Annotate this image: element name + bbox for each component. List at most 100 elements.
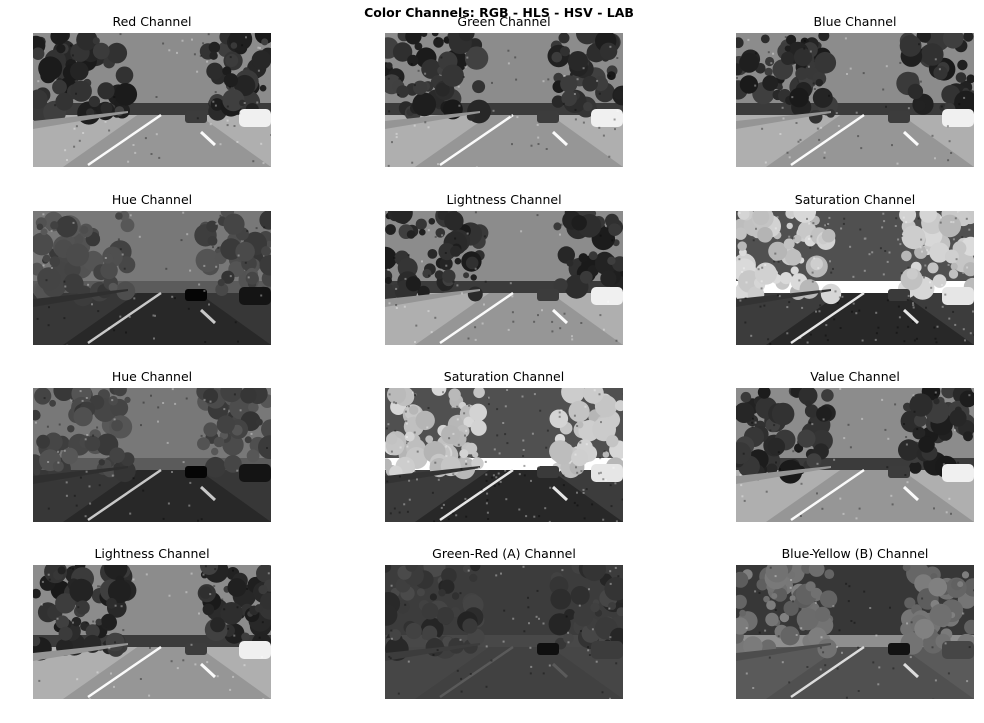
lane-line-left [790,291,865,345]
channel-panel: Hue Channel [33,192,271,345]
texture-noise [745,566,974,699]
channel-image [736,33,974,167]
road-region [766,643,974,699]
channel-panel: Hue Channel [33,369,271,522]
texture-noise [738,212,974,345]
car-white [239,641,271,659]
tree-cluster [33,33,271,125]
lane-line-left [87,291,162,345]
road-region [415,289,623,345]
car-dark [185,466,207,478]
road-region [63,111,271,167]
lane-line-left [87,113,162,167]
road-region [415,111,623,167]
guard-rail [33,289,128,307]
lane-line-left [439,113,514,167]
car-dark [185,643,207,655]
channel-image [33,211,271,345]
texture-noise [739,388,971,520]
panel-title: Hue Channel [111,192,193,207]
lane-line-left [439,645,514,699]
texture-noise [387,211,618,343]
lane-line-right [551,130,569,147]
car-white [239,109,271,127]
road-region [766,111,974,167]
car-dark [888,643,910,655]
guard-rail [736,111,831,129]
panel-title: Red Channel [112,14,192,29]
lane-line-right [551,662,569,679]
guard-rail [33,643,128,661]
channel-image [33,33,271,167]
tree-cluster [736,33,974,124]
car-white [591,109,623,127]
panel-title: Lightness Channel [94,546,210,561]
texture-noise [37,33,271,165]
road-region [766,466,974,522]
car-dark [185,289,207,301]
lane-line-right [199,130,217,147]
tree-cluster [385,33,623,124]
texture-noise [736,36,966,165]
lane-line-left [790,113,865,167]
horizon-strip [736,103,974,115]
guard-rail [33,111,128,129]
channel-panel: Saturation Channel [385,369,623,522]
panel-title: Green Channel [457,14,551,29]
panel-title: Value Channel [810,369,900,384]
car-white [942,287,974,305]
car-white [239,464,271,482]
channel-image [736,565,974,699]
panel-title: Saturation Channel [443,369,565,384]
channel-image [385,565,623,699]
guard-rail [736,466,831,484]
guard-rail [385,111,480,129]
channel-image [385,33,623,167]
lane-line-left [790,645,865,699]
lane-line-right [902,485,920,502]
road-region [415,466,623,522]
channel-panel: Lightness Channel [33,546,271,699]
lane-line-right [902,130,920,147]
channel-image [736,211,974,345]
panel-title: Lightness Channel [446,192,562,207]
lane-line-left [87,468,162,522]
tree-cluster [736,388,974,484]
tree-cluster [385,388,623,480]
road-region [63,643,271,699]
guard-rail [736,643,831,661]
channel-panel: Lightness Channel [385,192,623,345]
car-white [591,287,623,305]
figure-title: Color Channels: RGB - HLS - HSV - LAB [364,5,634,20]
lane-line-right [199,485,217,502]
car-white [942,641,974,659]
road-region [415,643,623,699]
car-white [591,464,623,482]
car-dark [537,466,559,478]
panel-title: Green-Red (A) Channel [432,546,576,561]
channel-panel: Red Channel [33,14,271,167]
channel-image [33,388,271,522]
texture-noise [388,565,620,699]
car-dark [537,289,559,301]
guard-rail [33,466,128,484]
car-white [942,464,974,482]
car-dark [185,111,207,123]
lane-line-right [902,662,920,679]
lane-line-right [199,308,217,325]
lane-line-left [87,645,162,699]
guard-rail [385,289,480,307]
car-white [591,641,623,659]
texture-noise [38,565,270,699]
texture-noise [36,211,266,345]
car-dark [537,111,559,123]
channel-panel: Value Channel [736,369,974,522]
channel-image [33,565,271,699]
car-dark [537,643,559,655]
channel-panel: Saturation Channel [736,192,974,345]
road-region [63,466,271,522]
car-white [942,109,974,127]
road-region [766,289,974,345]
tree-cluster [736,211,974,305]
car-dark [888,111,910,123]
